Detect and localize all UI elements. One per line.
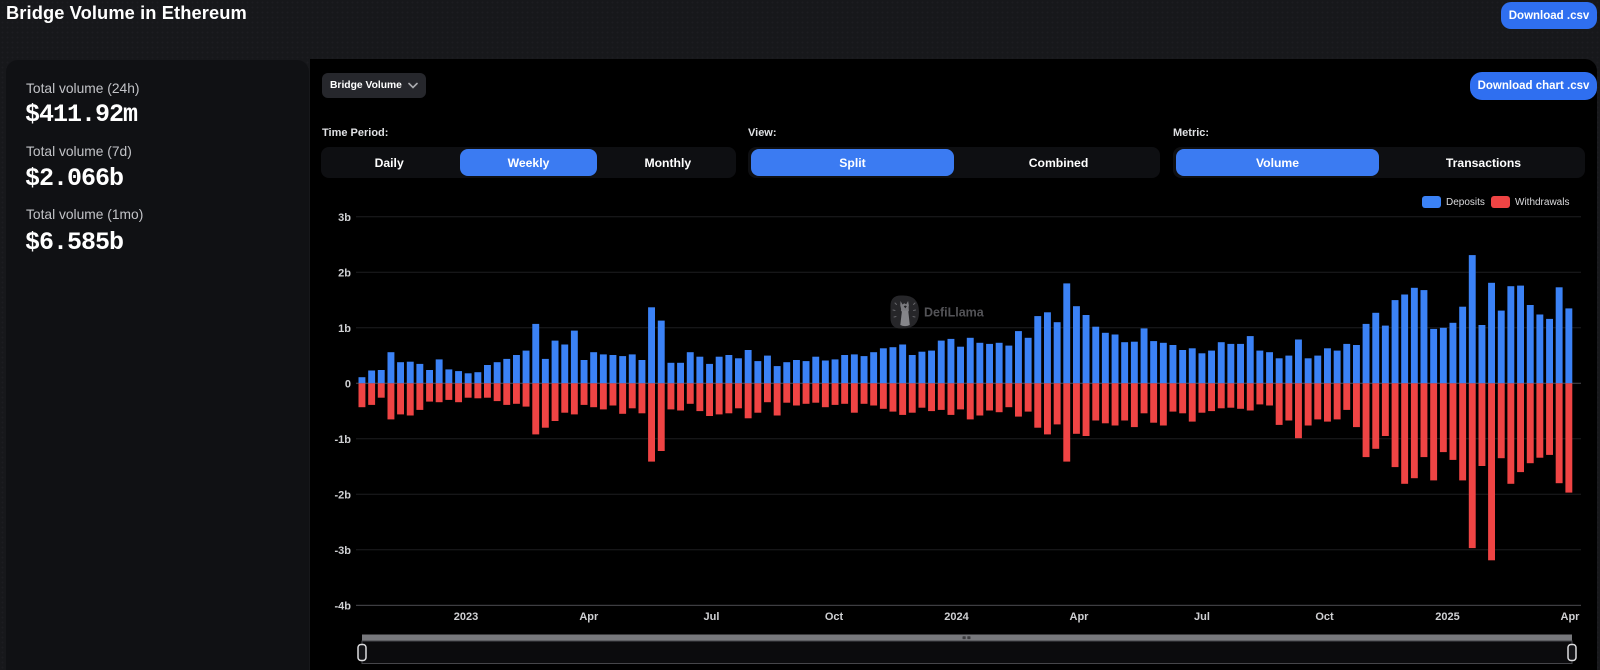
svg-text:Oct: Oct — [1315, 611, 1334, 623]
svg-text:Jul: Jul — [704, 611, 720, 623]
svg-text:-3b: -3b — [335, 545, 352, 557]
svg-text:Apr: Apr — [1070, 611, 1090, 623]
svg-text:-1b: -1b — [335, 434, 352, 446]
svg-text:-4b: -4b — [335, 600, 352, 612]
svg-text:Apr: Apr — [1561, 611, 1581, 623]
svg-text:2023: 2023 — [454, 611, 478, 623]
svg-text:3b: 3b — [338, 212, 351, 224]
svg-text:2024: 2024 — [944, 611, 969, 623]
svg-text:Oct: Oct — [825, 611, 844, 623]
svg-text:2025: 2025 — [1435, 611, 1459, 623]
svg-text:DefiLlama: DefiLlama — [924, 306, 985, 320]
svg-text:1b: 1b — [338, 323, 351, 335]
svg-text:2b: 2b — [338, 267, 351, 279]
svg-text:Apr: Apr — [579, 611, 599, 623]
svg-text:Jul: Jul — [1194, 611, 1210, 623]
svg-text:0: 0 — [345, 378, 351, 390]
svg-text:-2b: -2b — [335, 489, 352, 501]
